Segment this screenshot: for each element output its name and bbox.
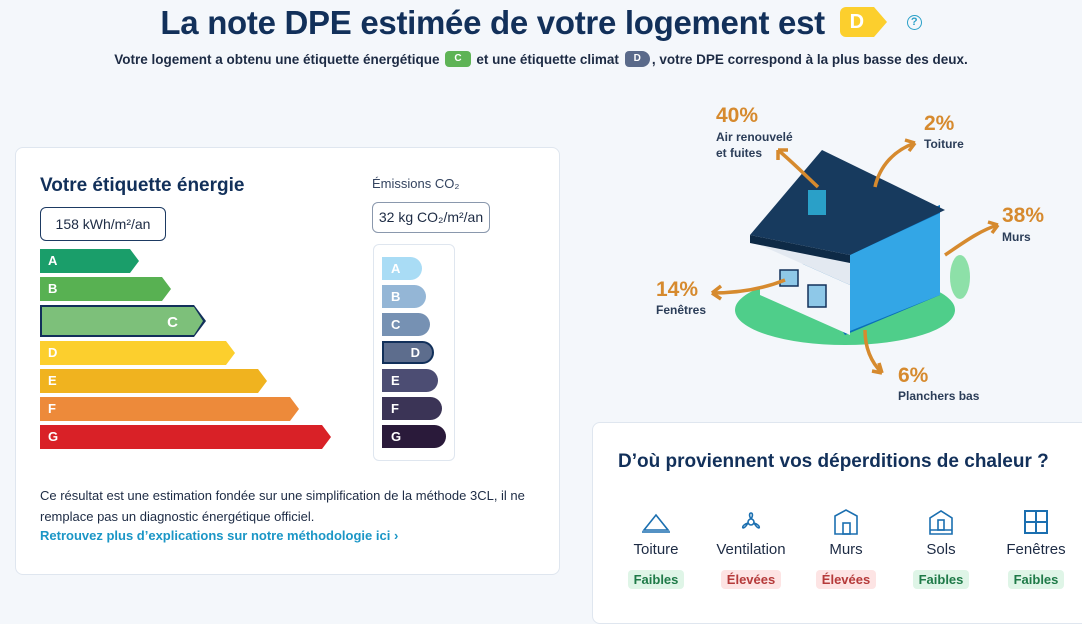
dpe-grade-badge: D — [839, 7, 887, 38]
floors-pct: 6% — [898, 364, 929, 387]
heat-loss-card: D’où proviennent vos déperditions de cha… — [592, 422, 1082, 624]
energy-label-card: Votre étiquette énergie 158 kWh/m²/an Ém… — [15, 147, 560, 575]
windows-pct: 14% — [656, 278, 699, 301]
air-label: Air renouvelé et fuites — [716, 129, 793, 161]
co2-bar-f: F — [382, 397, 442, 420]
house-roof — [750, 150, 945, 255]
loss-item-windows: Fenêtres Faibles — [996, 507, 1076, 589]
climate-grade-chip: D — [624, 51, 650, 68]
co2-bar-b: B — [382, 285, 426, 308]
air-pct: 40% — [716, 104, 759, 127]
co2-bar-e: E — [382, 369, 438, 392]
loss-name: Toiture — [633, 541, 679, 558]
window-icon — [996, 507, 1076, 537]
loss-name: Fenêtres — [1006, 541, 1066, 558]
energy-bar-label: G — [48, 429, 59, 444]
loss-name: Murs — [829, 541, 863, 558]
co2-bar-label: B — [391, 289, 401, 304]
co2-value-box: 32 kg CO₂/m²/an — [372, 202, 490, 233]
energy-bar-label: B — [48, 281, 58, 296]
roof-icon — [616, 507, 696, 537]
loss-item-walls: Murs Élevées — [806, 507, 886, 589]
loss-level-badge: Faibles — [912, 570, 970, 589]
co2-bar-label: A — [391, 261, 401, 276]
walls-icon — [806, 507, 886, 537]
window-left — [779, 269, 799, 287]
air-label-1: Air renouvelé — [716, 130, 793, 144]
window-right — [807, 284, 827, 308]
house-illustration — [710, 138, 1000, 375]
methodology-link[interactable]: Retrouvez plus d’explications sur notre … — [40, 528, 399, 543]
energy-bar-label: F — [48, 401, 56, 416]
energy-card-title: Votre étiquette énergie — [40, 175, 245, 196]
co2-bar-label: C — [391, 317, 401, 332]
co2-bar-label: G — [391, 429, 402, 444]
subtitle-text-1: Votre logement a obtenu une étiquette én… — [114, 52, 440, 67]
loss-name: Sols — [926, 541, 956, 558]
roof-pct: 2% — [924, 112, 955, 135]
subtitle-text-3: , votre DPE correspond à la plus basse d… — [651, 52, 968, 67]
loss-level-badge: Élevées — [720, 570, 782, 589]
tree — [950, 255, 970, 299]
walls-label: Murs — [1002, 230, 1031, 244]
floor-icon — [901, 507, 981, 537]
loss-level-badge: Faibles — [1007, 570, 1065, 589]
energy-bar-a: A — [40, 249, 139, 273]
co2-bar-label: D — [410, 345, 420, 360]
co2-bar-label: F — [391, 401, 399, 416]
energy-bar-d: D — [40, 341, 235, 365]
loss-name: Ventilation — [716, 541, 786, 558]
energy-bar-label: D — [48, 345, 58, 360]
energy-grade-chip: C — [445, 51, 471, 68]
energy-bar-g: G — [40, 425, 331, 449]
loss-item-ventilation: Ventilation Élevées — [711, 507, 791, 589]
walls-pct: 38% — [1002, 204, 1045, 227]
co2-label: Émissions CO₂ — [372, 176, 460, 191]
heat-loss-title: D’où proviennent vos déperditions de cha… — [618, 451, 1049, 472]
energy-bar-e: E — [40, 369, 267, 393]
energy-bar-b: B — [40, 277, 171, 301]
house-front-wall — [760, 245, 850, 335]
loss-level-badge: Élevées — [815, 570, 877, 589]
loss-item-floor: Sols Faibles — [901, 507, 981, 589]
co2-bar-a: A — [382, 257, 422, 280]
floors-label: Planchers bas — [898, 389, 980, 403]
co2-bar-d: D — [382, 341, 434, 364]
ventilation-icon — [711, 507, 791, 537]
air-label-2: et fuites — [716, 146, 763, 160]
house-inside-wall — [850, 213, 940, 331]
help-icon[interactable]: ? — [906, 14, 922, 30]
co2-bar-g: G — [382, 425, 446, 448]
subtitle-text-2: et une étiquette climat — [476, 52, 619, 67]
energy-bar-label: A — [48, 253, 58, 268]
page-subtitle: Votre logement a obtenu une étiquette én… — [0, 51, 1082, 68]
page-title: La note DPE estimée de votre logement es… — [0, 4, 1082, 42]
disclaimer-text: Ce résultat est une estimation fondée su… — [40, 488, 525, 524]
energy-bar-c: C — [40, 305, 206, 337]
loss-item-roof: Toiture Faibles — [616, 507, 696, 589]
energy-bar-label: E — [48, 373, 57, 388]
windows-label: Fenêtres — [656, 303, 707, 317]
energy-bar-f: F — [40, 397, 299, 421]
co2-bar-label: E — [391, 373, 400, 388]
chimney — [808, 190, 826, 215]
page-title-text: La note DPE estimée de votre logement es… — [160, 4, 825, 41]
roof-label: Toiture — [924, 137, 964, 151]
roof-edge — [750, 235, 850, 263]
energy-bar-label: C — [167, 314, 178, 331]
energy-value-box: 158 kWh/m²/an — [40, 207, 166, 241]
loss-level-badge: Faibles — [627, 570, 685, 589]
co2-bar-c: C — [382, 313, 430, 336]
